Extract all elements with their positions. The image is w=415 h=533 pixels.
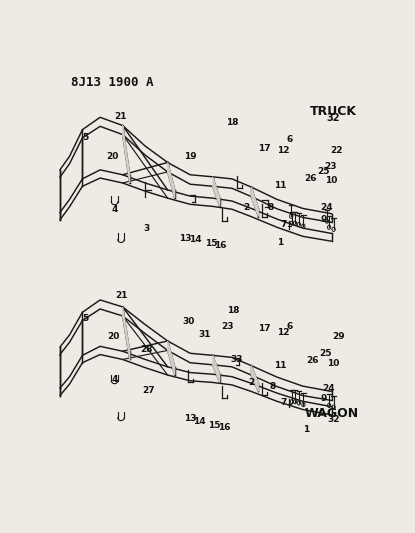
Text: 8: 8 [267,203,274,212]
Text: 18: 18 [226,118,238,127]
Text: 6: 6 [287,322,293,331]
Polygon shape [123,126,130,183]
Text: 25: 25 [317,167,329,176]
Text: 32: 32 [327,113,340,123]
Text: 2: 2 [243,203,249,212]
Text: 19: 19 [184,152,196,161]
Text: 13: 13 [184,415,196,423]
Text: 28: 28 [141,345,153,354]
Text: 15: 15 [205,239,217,248]
Text: 26: 26 [306,356,319,365]
Text: 21: 21 [115,292,127,300]
Text: 30: 30 [182,317,195,326]
Text: 23: 23 [324,162,336,171]
Text: 4: 4 [111,205,118,214]
Text: 2: 2 [248,377,254,386]
Text: 17: 17 [258,324,271,333]
Text: 8: 8 [269,382,275,391]
Text: TRUCK: TRUCK [310,104,357,118]
Text: 3: 3 [144,224,150,232]
Text: 29: 29 [332,333,344,341]
Polygon shape [213,356,220,383]
Polygon shape [251,187,259,216]
Text: 1: 1 [303,425,309,434]
Text: 21: 21 [114,111,127,120]
Text: 10: 10 [327,359,339,368]
Text: 7: 7 [280,398,287,407]
Text: 18: 18 [227,306,240,314]
Text: 5: 5 [83,314,89,323]
Text: 16: 16 [215,241,227,251]
Text: 24: 24 [322,384,335,393]
Text: 31: 31 [198,330,211,340]
Polygon shape [168,163,175,198]
Text: 23: 23 [221,322,233,331]
Text: 25: 25 [319,349,332,358]
Text: 5: 5 [83,133,89,142]
Text: 11: 11 [274,361,286,370]
Text: 14: 14 [189,235,202,244]
Text: 15: 15 [208,421,220,430]
Text: 12: 12 [277,328,290,337]
Text: 27: 27 [142,386,155,395]
Text: 4: 4 [111,375,118,384]
Text: 24: 24 [320,203,333,212]
Text: 10: 10 [325,176,338,185]
Text: 11: 11 [274,181,286,190]
Text: 16: 16 [218,423,230,432]
Text: 14: 14 [193,416,206,425]
Text: 8J13 1900 A: 8J13 1900 A [71,76,154,89]
Text: 20: 20 [106,152,119,161]
Text: 22: 22 [330,146,343,155]
Text: 6: 6 [287,135,293,144]
Polygon shape [123,307,130,359]
Text: 12: 12 [277,146,290,155]
Polygon shape [168,341,175,375]
Text: 20: 20 [107,333,119,341]
Text: 7: 7 [280,220,287,229]
Text: WAGON: WAGON [305,407,359,420]
Text: 33: 33 [231,355,243,364]
Polygon shape [213,177,220,206]
Text: 32: 32 [327,415,339,424]
Text: 26: 26 [305,174,317,183]
Text: 9: 9 [320,394,327,403]
Text: 17: 17 [258,144,271,154]
Text: 1: 1 [277,238,283,247]
Polygon shape [251,366,259,391]
Text: 9: 9 [320,215,327,224]
Text: 13: 13 [179,234,192,243]
